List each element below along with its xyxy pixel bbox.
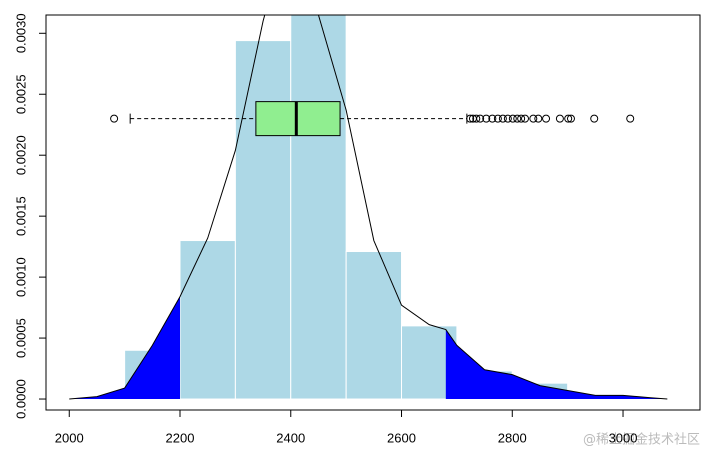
bar [179,240,236,400]
outlier [626,114,635,123]
x-tick-label: 2800 [498,430,527,445]
outlier [564,114,573,123]
bar [234,40,292,400]
outlier [466,114,475,123]
outlier [110,114,119,123]
outlier [534,114,543,123]
outlier [498,114,507,123]
bar [290,15,347,400]
outlier [482,114,491,123]
x-tick-label: 2400 [276,430,305,445]
density-line [69,15,668,400]
plot-frame [45,14,701,411]
outlier [542,114,551,123]
outlier [521,114,530,123]
outlier [590,114,599,123]
outlier [555,114,564,123]
outlier [488,114,497,123]
plot-area [69,15,668,400]
y-tick-label: 0.0020 [13,135,28,175]
outlier [472,114,481,123]
outlier [508,114,517,123]
y-tick-label: 0.0025 [13,74,28,114]
x-tick-label: 2200 [166,430,195,445]
x-tick-label: 3000 [609,430,638,445]
watermark: @稀土掘金技术社区 [583,432,700,448]
outlier [503,114,512,123]
y-tick-label: 0.0030 [13,13,28,53]
y-tick-label: 0.0010 [13,257,28,297]
box [255,101,341,137]
shaded-tail [69,296,181,400]
outlier [566,114,575,123]
y-tick-label: 0.0005 [13,318,28,358]
x-tick-label: 2000 [55,430,84,445]
x-tick-label: 2600 [387,430,416,445]
bar [345,251,403,400]
outlier [513,114,522,123]
outlier [529,114,538,123]
outlier [517,114,526,123]
outlier [476,114,485,123]
outlier [493,114,502,123]
y-tick-label: 0.0015 [13,196,28,236]
shaded-tail [445,329,668,400]
y-tick-label: 0.0000 [13,379,28,419]
